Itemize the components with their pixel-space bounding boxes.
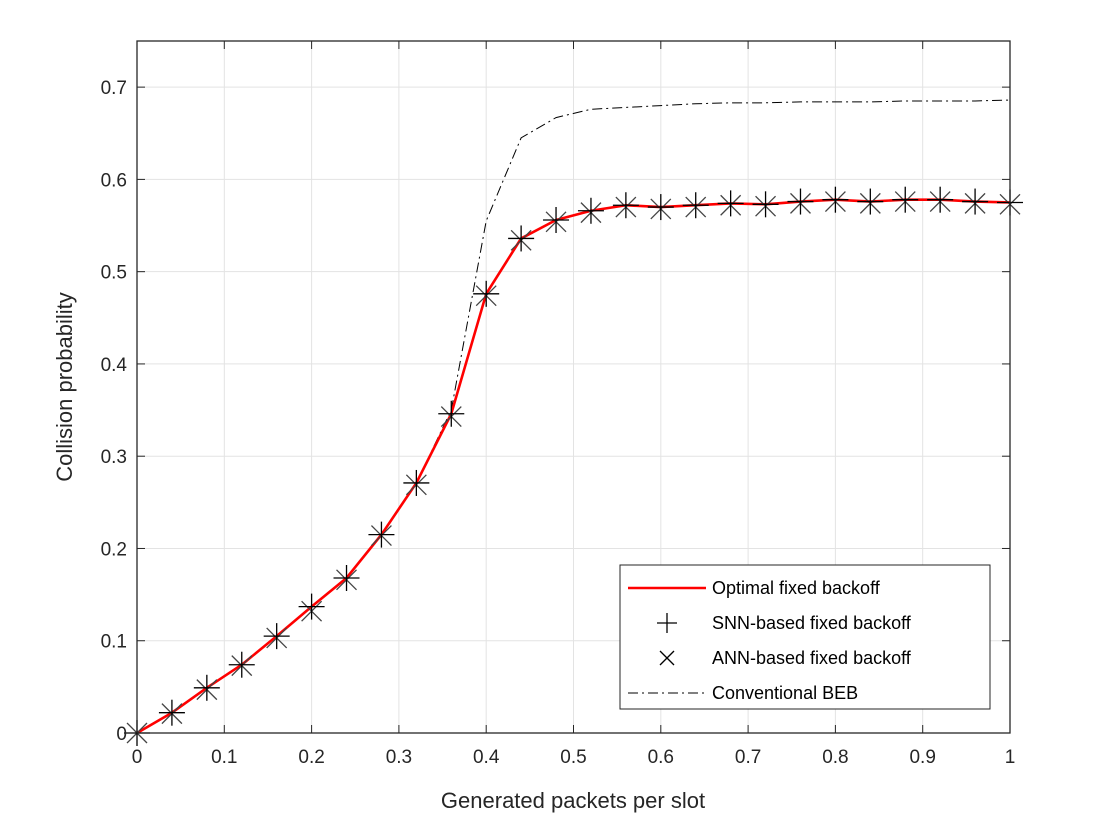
legend-swatch-marker [659, 650, 675, 666]
y-tick-label: 0.3 [101, 447, 127, 468]
x-tick-label: 0.5 [560, 747, 586, 768]
snn-data-point [927, 186, 954, 213]
snn-data-point [612, 192, 639, 219]
snn-data-point [857, 188, 884, 215]
series-layer [124, 99, 1023, 746]
y-tick-label: 0 [116, 724, 127, 745]
snn-data-point [368, 521, 395, 548]
x-axis-label: Generated packets per slot [441, 788, 705, 813]
x-tick-label: 0 [132, 747, 143, 768]
legend-box [619, 564, 991, 710]
x-tick-label: 1 [1005, 747, 1016, 768]
x-tick-label: 0.6 [648, 747, 674, 768]
legend: Optimal fixed backoff SNN-based fixed bac… [619, 564, 991, 710]
snn-data-point [228, 651, 255, 678]
snn-data-point [333, 564, 360, 591]
x-tick-label: 0.8 [822, 747, 848, 768]
series-line-conventional-beb [136, 99, 1011, 734]
snn-data-point [403, 469, 430, 496]
snn-data-point [647, 194, 674, 221]
snn-data-point [787, 188, 814, 215]
y-tick-label: 0.2 [101, 539, 127, 560]
snn-data-point [473, 280, 500, 307]
snn-data-point [508, 225, 535, 252]
legend-item: SNN-based fixed backoff [657, 613, 912, 633]
legend-item: Optimal fixed backoff [628, 578, 881, 598]
snn-data-point [193, 674, 220, 701]
snn-data-point [438, 400, 465, 427]
x-tick-label: 0.9 [909, 747, 935, 768]
x-tick-label: 0.4 [473, 747, 500, 768]
legend-item: Conventional BEB [628, 683, 858, 703]
snn-data-point [158, 699, 185, 726]
legend-label: ANN-based fixed backoff [712, 648, 912, 668]
legend-label: Conventional BEB [712, 683, 858, 703]
legend-item: ANN-based fixed backoff [659, 648, 912, 668]
snn-data-point [752, 191, 779, 218]
snn-data-point [962, 188, 989, 215]
y-tick-label: 0.6 [101, 170, 127, 191]
snn-data-point [298, 593, 325, 620]
x-tick-label: 0.2 [298, 747, 324, 768]
y-tick-label: 0.7 [101, 78, 127, 99]
snn-data-point [892, 186, 919, 213]
snn-data-point [682, 192, 709, 219]
snn-data-point [822, 186, 849, 213]
x-tick-label: 0.3 [386, 747, 412, 768]
snn-data-point [717, 190, 744, 217]
snn-data-point [543, 206, 570, 233]
y-tick-label: 0.5 [101, 263, 127, 284]
y-tick-label: 0.4 [101, 355, 128, 376]
snn-data-point [263, 623, 290, 650]
y-axis-label: Collision probability [52, 292, 77, 482]
y-axis-ticks: 0 0.1 0.2 0.3 0.4 0.5 0.6 0.7 [101, 78, 1010, 745]
x-tick-label: 0.1 [211, 747, 237, 768]
legend-label: Optimal fixed backoff [712, 578, 881, 598]
legend-label: SNN-based fixed backoff [712, 613, 912, 633]
x-tick-label: 0.7 [735, 747, 761, 768]
snn-data-point [577, 197, 604, 224]
x-axis-ticks: 0 0.1 0.2 0.3 0.4 0.5 0.6 0.7 0.8 0.9 1 [132, 41, 1016, 768]
y-tick-label: 0.1 [101, 632, 127, 653]
